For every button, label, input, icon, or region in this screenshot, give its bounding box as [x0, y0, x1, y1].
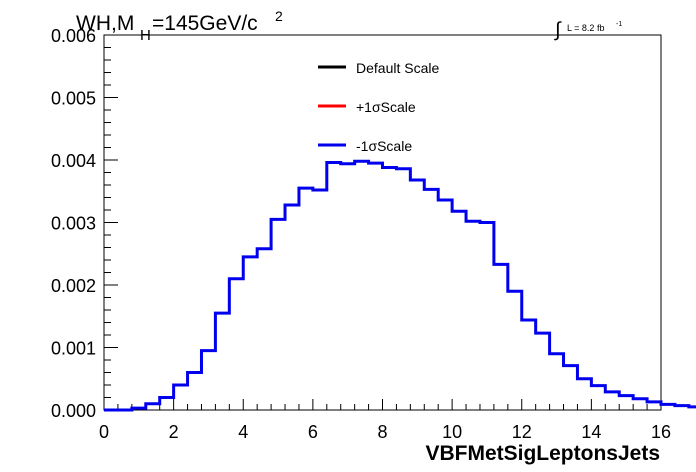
x-tick-label: 8 — [377, 422, 387, 442]
y-tick-label: 0.006 — [51, 26, 96, 46]
y-tick-label: 0.000 — [51, 401, 96, 421]
x-axis: 0 2 4 6 8 10 12 14 16 — [99, 399, 671, 442]
y-tick-label: 0.001 — [51, 339, 96, 359]
legend-label-plus1sigma: +1σScale — [356, 99, 416, 115]
chart-title-rest: =145GeV/c — [152, 12, 258, 35]
integral-icon: ∫ — [554, 19, 562, 41]
y-tick-label: 0.003 — [51, 214, 96, 234]
legend-label-minus1sigma: -1σScale — [356, 138, 412, 154]
plot-frame — [103, 34, 662, 411]
histogram-line — [104, 159, 696, 412]
x-tick-label: 6 — [308, 422, 318, 442]
legend-label-default: Default Scale — [356, 60, 439, 76]
chart-title-superscript: 2 — [275, 8, 283, 24]
x-tick-label: 10 — [442, 422, 462, 442]
lumi-label: L = 8.2 fb — [567, 23, 604, 33]
y-tick-label: 0.004 — [51, 151, 96, 171]
chart-title-subscript: H — [140, 27, 151, 44]
x-tick-label: 14 — [581, 422, 601, 442]
lumi-superscript: -1 — [616, 21, 622, 28]
y-axis: 0.000 0.001 0.002 0.003 0.004 0.005 0.006 — [51, 26, 118, 421]
histogram-series — [104, 159, 696, 412]
legend: Default Scale +1σScale -1σScale — [318, 60, 439, 154]
x-tick-label: 16 — [651, 422, 671, 442]
chart-title-main: WH,M — [76, 12, 134, 35]
x-tick-label: 4 — [238, 422, 248, 442]
y-tick-label: 0.002 — [51, 276, 96, 296]
x-tick-label: 0 — [99, 422, 109, 442]
y-tick-label: 0.005 — [51, 89, 96, 109]
x-axis-title: VBFMetSigLeptonsJets — [425, 442, 660, 465]
x-tick-label: 2 — [169, 422, 179, 442]
x-tick-label: 12 — [512, 422, 532, 442]
